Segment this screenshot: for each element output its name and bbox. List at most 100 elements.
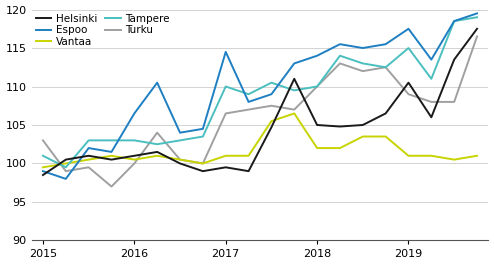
Turku <box>223 112 229 115</box>
Espoo <box>406 27 412 30</box>
Turku <box>474 35 480 38</box>
Tampere <box>428 77 434 80</box>
Helsinki <box>131 154 137 157</box>
Espoo <box>154 81 160 84</box>
Vantaa <box>360 135 366 138</box>
Tampere <box>200 135 206 138</box>
Helsinki <box>291 77 297 80</box>
Vantaa <box>200 162 206 165</box>
Tampere <box>109 139 115 142</box>
Helsinki <box>337 125 343 128</box>
Helsinki <box>85 154 91 157</box>
Espoo <box>40 170 46 173</box>
Turku <box>246 108 251 111</box>
Turku <box>85 166 91 169</box>
Tampere <box>383 66 389 69</box>
Turku <box>131 162 137 165</box>
Vantaa <box>177 158 183 161</box>
Vantaa <box>291 112 297 115</box>
Vantaa <box>109 154 115 157</box>
Vantaa <box>131 158 137 161</box>
Espoo <box>337 43 343 46</box>
Line: Helsinki: Helsinki <box>43 29 477 175</box>
Turku <box>360 69 366 73</box>
Tampere <box>154 143 160 146</box>
Line: Tampere: Tampere <box>43 17 477 167</box>
Helsinki <box>40 173 46 176</box>
Helsinki <box>451 58 457 61</box>
Tampere <box>40 154 46 157</box>
Vantaa <box>383 135 389 138</box>
Tampere <box>131 139 137 142</box>
Line: Espoo: Espoo <box>43 14 477 179</box>
Espoo <box>223 50 229 54</box>
Helsinki <box>109 158 115 161</box>
Tampere <box>451 20 457 23</box>
Helsinki <box>360 123 366 127</box>
Espoo <box>451 20 457 23</box>
Vantaa <box>63 162 69 165</box>
Espoo <box>131 112 137 115</box>
Helsinki <box>383 112 389 115</box>
Turku <box>177 158 183 161</box>
Turku <box>40 139 46 142</box>
Espoo <box>291 62 297 65</box>
Turku <box>109 185 115 188</box>
Turku <box>337 62 343 65</box>
Helsinki <box>154 150 160 153</box>
Tampere <box>314 85 320 88</box>
Vantaa <box>268 120 274 123</box>
Espoo <box>177 131 183 134</box>
Vantaa <box>40 166 46 169</box>
Espoo <box>474 12 480 15</box>
Espoo <box>268 92 274 96</box>
Espoo <box>85 147 91 150</box>
Tampere <box>85 139 91 142</box>
Turku <box>451 100 457 104</box>
Tampere <box>291 89 297 92</box>
Tampere <box>63 166 69 169</box>
Espoo <box>360 46 366 50</box>
Vantaa <box>337 147 343 150</box>
Vantaa <box>428 154 434 157</box>
Turku <box>314 85 320 88</box>
Turku <box>268 104 274 107</box>
Vantaa <box>474 154 480 157</box>
Helsinki <box>223 166 229 169</box>
Turku <box>383 66 389 69</box>
Espoo <box>109 150 115 153</box>
Helsinki <box>314 123 320 127</box>
Espoo <box>246 100 251 104</box>
Tampere <box>337 54 343 57</box>
Helsinki <box>63 158 69 161</box>
Tampere <box>223 85 229 88</box>
Turku <box>428 100 434 104</box>
Helsinki <box>428 116 434 119</box>
Espoo <box>200 127 206 130</box>
Tampere <box>177 139 183 142</box>
Vantaa <box>223 154 229 157</box>
Tampere <box>360 62 366 65</box>
Espoo <box>428 58 434 61</box>
Helsinki <box>268 126 274 129</box>
Vantaa <box>85 158 91 161</box>
Turku <box>154 131 160 134</box>
Tampere <box>268 81 274 84</box>
Turku <box>291 108 297 111</box>
Helsinki <box>177 162 183 165</box>
Vantaa <box>451 158 457 161</box>
Vantaa <box>406 154 412 157</box>
Turku <box>406 92 412 96</box>
Espoo <box>63 177 69 180</box>
Espoo <box>314 54 320 57</box>
Vantaa <box>246 154 251 157</box>
Helsinki <box>406 81 412 84</box>
Line: Turku: Turku <box>43 37 477 187</box>
Helsinki <box>200 170 206 173</box>
Line: Vantaa: Vantaa <box>43 113 477 167</box>
Turku <box>200 162 206 165</box>
Helsinki <box>474 27 480 30</box>
Tampere <box>406 46 412 50</box>
Turku <box>63 170 69 173</box>
Tampere <box>474 16 480 19</box>
